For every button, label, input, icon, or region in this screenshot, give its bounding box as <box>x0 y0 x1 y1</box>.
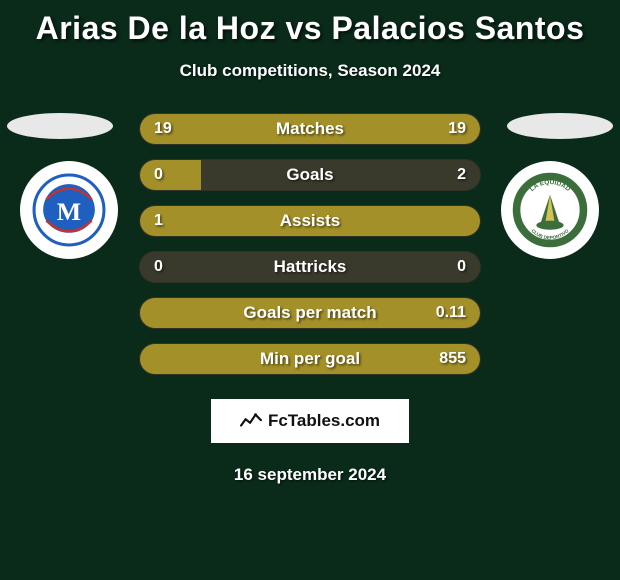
shadow-oval-left <box>7 113 113 139</box>
subtitle: Club competitions, Season 2024 <box>180 61 441 81</box>
bar-right <box>140 298 480 328</box>
stat-row: Matches1919 <box>139 113 481 145</box>
shadow-oval-right <box>507 113 613 139</box>
attribution-text: FcTables.com <box>268 411 380 431</box>
stat-rows: Matches1919 Goals02 Assists1 Hattricks0 0 Goa… <box>139 113 481 375</box>
bar-right <box>140 344 480 374</box>
stat-value-right: 2 <box>457 160 466 190</box>
stat-row: Goals per match0.11 <box>139 297 481 329</box>
footer-date: 16 september 2024 <box>234 465 386 485</box>
attribution-badge: FcTables.com <box>211 399 409 443</box>
stat-value-right: 0 <box>457 252 466 282</box>
la-equidad-logo-icon: LA EQUIDAD CLUB DEPORTIVO <box>512 172 588 248</box>
club-logo-left: M <box>20 161 118 259</box>
bar-right <box>310 114 480 144</box>
stat-row: Min per goal855 <box>139 343 481 375</box>
stat-row: Goals02 <box>139 159 481 191</box>
stat-row: Hattricks0 0 <box>139 251 481 283</box>
comparison-card: Arias De la Hoz vs Palacios Santos Club … <box>0 0 620 485</box>
club-logo-right: LA EQUIDAD CLUB DEPORTIVO <box>501 161 599 259</box>
fctables-logo-icon <box>240 412 262 430</box>
bar-left <box>140 114 310 144</box>
millonarios-logo-icon: M <box>31 172 107 248</box>
stat-label: Hattricks <box>140 252 480 282</box>
stat-row: Assists1 <box>139 205 481 237</box>
bar-left <box>140 206 480 236</box>
bar-left <box>140 160 201 190</box>
svg-text:M: M <box>57 197 81 226</box>
page-title: Arias De la Hoz vs Palacios Santos <box>36 10 585 47</box>
stat-value-left: 0 <box>154 252 163 282</box>
stats-area: M LA EQUIDAD CLUB DEPORTIVO Ma <box>0 113 620 375</box>
